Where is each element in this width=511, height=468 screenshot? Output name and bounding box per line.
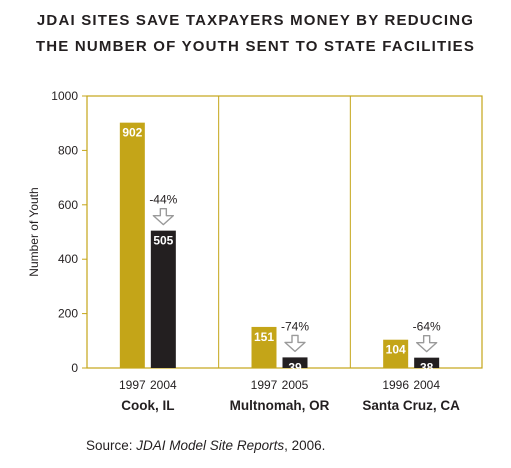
bar-value-label: 38: [420, 361, 434, 375]
y-tick-label: 200: [58, 307, 78, 321]
source-prefix: Source:: [86, 438, 137, 453]
y-tick-label: 800: [58, 143, 78, 157]
x-year-label: 1997: [119, 378, 146, 392]
bar-value-label: 902: [122, 126, 142, 140]
bar-before: [383, 339, 409, 368]
group-label: Multnomah, OR: [230, 398, 330, 413]
y-tick-label: 400: [58, 252, 78, 266]
y-tick-label: 1000: [51, 89, 78, 103]
percent-change-label: -44%: [149, 193, 177, 207]
y-tick-label: 600: [58, 198, 78, 212]
group-label: Santa Cruz, CA: [362, 398, 460, 413]
y-tick-label: 0: [71, 361, 78, 375]
x-year-label: 2004: [150, 378, 177, 392]
bar-after: [282, 357, 308, 368]
y-axis-label: Number of Youth: [27, 187, 41, 276]
x-year-label: 2005: [282, 378, 309, 392]
bar-value-label: 104: [386, 343, 406, 357]
bar-before: [251, 326, 277, 368]
chart-title-line-2: THE NUMBER OF YOUTH SENT TO STATE FACILI…: [35, 38, 476, 55]
decrease-arrow-icon: [284, 334, 306, 353]
x-year-label: 2004: [413, 378, 440, 392]
percent-change-label: -64%: [413, 320, 441, 334]
bar-before: [119, 122, 145, 368]
source-title: JDAI Model Site Reports: [136, 438, 285, 453]
bar-value-label: 39: [288, 360, 302, 374]
chart-title-line-1: JDAI SITES SAVE TAXPAYERS MONEY BY REDUC…: [36, 12, 475, 29]
bar-after: [414, 357, 440, 368]
source-note: Source: JDAI Model Site Reports, 2006.: [86, 438, 325, 453]
bar-value-label: 151: [254, 330, 274, 344]
group-label: Cook, IL: [121, 398, 174, 413]
bar-after: [150, 230, 176, 368]
bar-value-label: 505: [153, 234, 173, 248]
percent-change-label: -74%: [281, 319, 309, 333]
source-suffix: , 2006.: [284, 438, 326, 453]
x-year-label: 1997: [251, 378, 278, 392]
x-year-label: 1996: [382, 378, 409, 392]
decrease-arrow-icon: [415, 334, 438, 353]
decrease-arrow-icon: [152, 207, 175, 226]
